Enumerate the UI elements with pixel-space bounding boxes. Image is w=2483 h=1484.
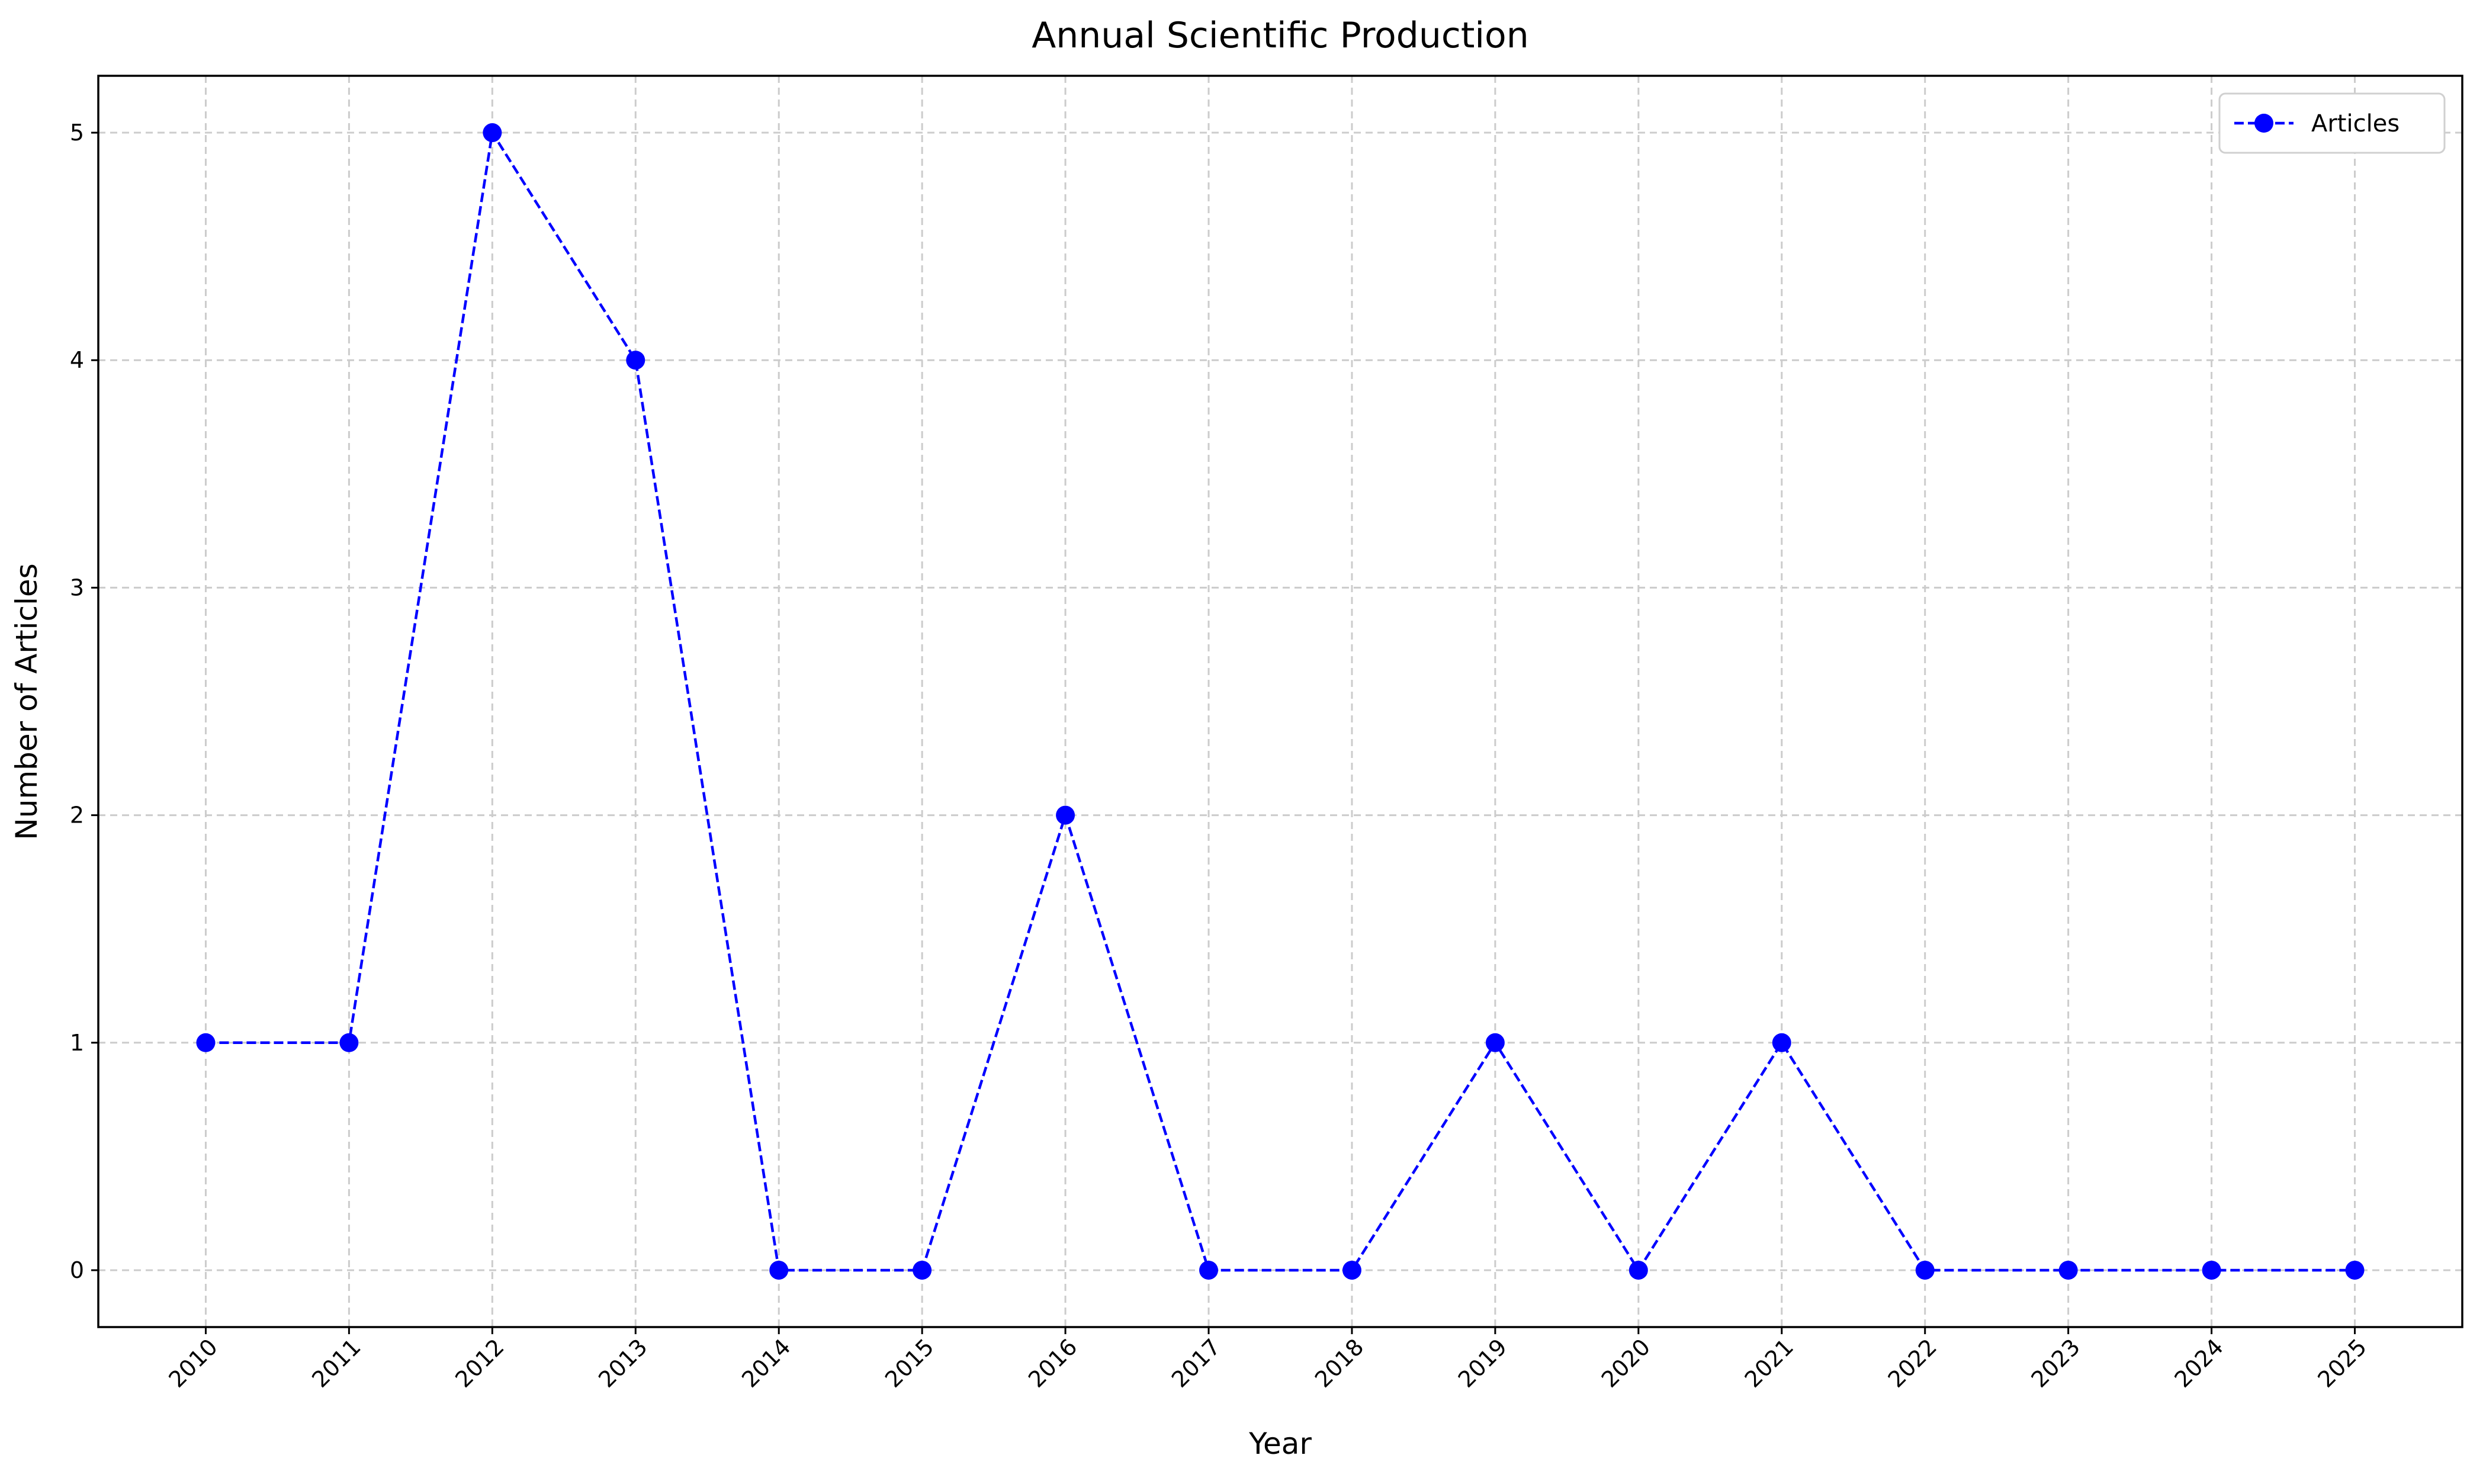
data-point [339, 1033, 359, 1052]
x-tick-label: 2017 [1167, 1334, 1226, 1393]
y-axis-label: Number of Articles [9, 563, 44, 840]
data-point [913, 1260, 932, 1280]
x-tick-label: 2022 [1883, 1334, 1942, 1393]
x-tick-label: 2012 [450, 1334, 509, 1393]
plot-frame [97, 75, 2463, 1328]
data-point [626, 351, 645, 370]
chart-title: Annual Scientific Production [1032, 15, 1529, 56]
x-tick-label: 2011 [307, 1334, 366, 1393]
y-tick-label: 5 [70, 120, 84, 146]
x-tick-label: 2016 [1023, 1334, 1083, 1393]
y-tick-label: 0 [70, 1257, 84, 1283]
data-point [1915, 1260, 1935, 1280]
x-tick-label: 2021 [1740, 1334, 1799, 1393]
x-tick-label: 2014 [737, 1334, 796, 1393]
x-tick-label: 2025 [2312, 1334, 2372, 1393]
x-tick-label: 2019 [1453, 1334, 1512, 1393]
y-tick-label: 2 [70, 802, 84, 828]
data-point [2345, 1260, 2365, 1280]
data-point [769, 1260, 789, 1280]
y-tick-label: 4 [70, 347, 84, 373]
data-point [1342, 1260, 1361, 1280]
x-tick-label: 2013 [593, 1334, 653, 1393]
x-tick-label: 2015 [880, 1334, 939, 1393]
legend-marker [2254, 114, 2273, 133]
y-tick-label: 1 [70, 1030, 84, 1056]
data-point [1199, 1260, 1219, 1280]
x-tick-label: 2023 [2026, 1334, 2086, 1393]
legend-label: Articles [2311, 110, 2400, 137]
data-point [1628, 1260, 1648, 1280]
data-point [2058, 1260, 2078, 1280]
x-tick-label: 2020 [1597, 1334, 1656, 1393]
x-tick-label: 2024 [2169, 1334, 2228, 1393]
data-point [483, 123, 502, 143]
data-point [196, 1033, 216, 1052]
x-tick-label: 2010 [163, 1334, 223, 1393]
legend-box [2218, 92, 2446, 154]
data-point [1056, 805, 1075, 825]
x-tick-label: 2018 [1310, 1334, 1369, 1393]
x-axis-label: Year [1248, 1427, 1312, 1461]
y-tick-label: 3 [70, 574, 84, 600]
data-point [2202, 1260, 2221, 1280]
data-line [205, 129, 2355, 1273]
data-point [1485, 1033, 1505, 1052]
data-point [1772, 1033, 1791, 1052]
